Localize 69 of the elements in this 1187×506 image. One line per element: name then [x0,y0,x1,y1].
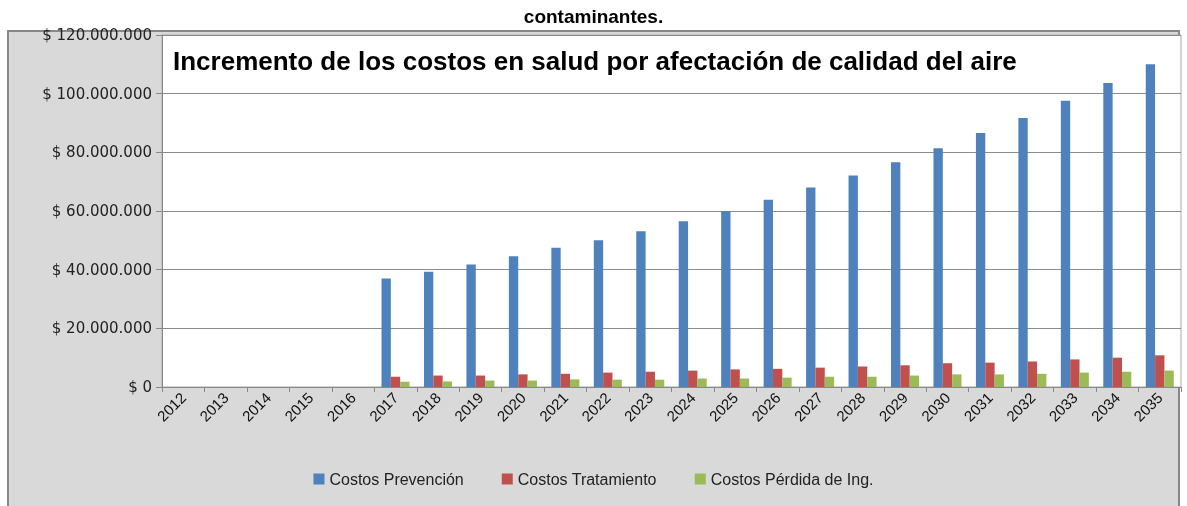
y-tick-label: $ 80.000.000 [51,143,152,162]
bar [730,369,740,387]
bar [1155,355,1165,387]
bar [527,380,537,387]
bar [1121,371,1132,387]
legend-label: Costos Pérdida de Ing. [710,470,874,488]
bar [442,381,452,387]
bar [697,378,707,387]
bar [942,363,953,387]
chart-title: Incremento de los costos en salud por afectación de calidad del aire [173,46,1017,76]
bar [975,132,986,387]
y-tick-label: $ 40.000.000 [51,260,152,279]
bar [824,376,835,387]
bar [593,240,604,387]
bar [763,199,773,387]
bar [390,376,401,387]
bar [900,365,910,387]
bar [654,379,665,387]
bar [570,379,580,387]
bar [645,371,655,387]
bar [1145,64,1156,387]
bar [485,380,495,387]
bar [782,377,792,387]
bar [678,221,689,387]
bar [636,231,646,387]
bar [560,373,571,387]
bar [518,374,528,387]
bar [475,375,486,387]
y-tick-label: $ 0 [128,378,152,396]
bar [806,187,816,387]
y-tick-label: $ 100.000.000 [42,84,152,103]
bar [891,162,901,387]
bar [1070,359,1080,387]
bar [1079,372,1089,387]
bar [952,374,962,387]
bar [688,370,698,387]
bar [772,368,783,387]
bar [466,264,476,387]
bar [1018,118,1028,387]
bar [1164,370,1174,387]
bar [1112,357,1122,387]
bar [423,271,434,387]
bar [739,378,750,387]
bar [1037,373,1047,387]
bar [857,366,868,387]
bar [1060,100,1071,387]
bar [433,375,443,387]
bar [848,175,858,387]
bar [612,379,622,387]
y-tick-label: $ 60.000.000 [51,202,152,220]
bar [400,381,410,387]
legend-label: Costos Tratamiento [517,470,657,488]
bar [985,362,995,387]
text: contaminantes. [523,6,664,27]
bar [603,372,613,387]
bar [508,256,519,387]
bar [867,376,877,387]
bar [1103,83,1113,387]
bar [909,375,920,387]
bar [815,367,825,387]
bar [551,247,561,387]
bar [933,148,943,387]
bar [721,211,731,387]
y-tick-label: $ 120.000.000 [42,26,152,44]
y-tick-label: $ 20.000.000 [51,319,152,338]
legend-label: Costos Prevención [329,470,464,488]
bar [381,278,391,387]
bar [994,374,1004,387]
bar [1027,361,1038,387]
